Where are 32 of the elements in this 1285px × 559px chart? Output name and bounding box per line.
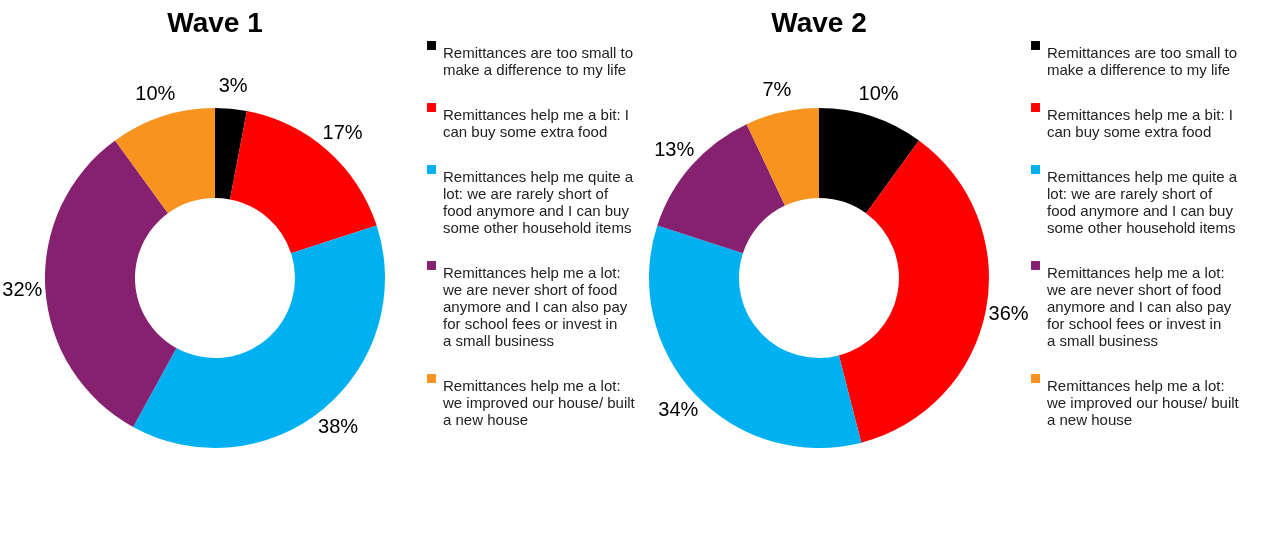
data-label: 38% (318, 414, 359, 437)
donut-slice (45, 140, 177, 427)
legend-label: Remittances help me a lot: we improved our house/ built a new house (442, 376, 636, 428)
data-label: 10% (135, 82, 176, 105)
donut-slice (215, 108, 247, 200)
legend-label: Remittances help me a bit: I can buy some extra food (1047, 105, 1233, 140)
legend-label: Remittances help me a lot: we are never short of food anymore and I can also pay for school fees or invest in a small business (1046, 263, 1232, 349)
legend-label: Remittances are too small to make a difference to my life (1047, 43, 1238, 78)
data-label: 7% (762, 77, 792, 100)
chart-title: Wave 1 (167, 7, 263, 38)
donut-slice (819, 108, 919, 214)
donut-slice (229, 111, 377, 254)
donut-slice (115, 108, 215, 214)
donut-slice (649, 225, 862, 448)
chart-title: Wave 2 (771, 7, 867, 38)
data-label: 13% (654, 138, 695, 161)
legend-label: Remittances help me quite a lot: we are rarely short of food anymore and I can buy some other household items (1047, 167, 1238, 236)
donut-slice (657, 124, 785, 254)
data-label: 3% (218, 73, 248, 96)
data-label: 32% (2, 278, 43, 301)
legend-label: Remittances help me a lot: we improved our house/ built a new house (1046, 376, 1240, 428)
data-label: 10% (858, 82, 899, 105)
data-label: 34% (658, 398, 699, 421)
data-label: 17% (322, 121, 363, 144)
donut-slice (133, 225, 385, 448)
donut-slice (838, 140, 989, 443)
legend-label: Remittances help me a bit: I can buy some extra food (443, 105, 629, 140)
data-label: 36% (988, 302, 1029, 325)
donut-slice (746, 108, 819, 206)
legend-label: Remittances help me a lot: we are never short of food anymore and I can also pay for school fees or invest in a small business (442, 263, 628, 349)
legend-label: Remittances are too small to make a difference to my life (443, 43, 634, 78)
legend-label: Remittances help me quite a lot: we are rarely short of food anymore and I can buy some other household items (443, 167, 634, 236)
